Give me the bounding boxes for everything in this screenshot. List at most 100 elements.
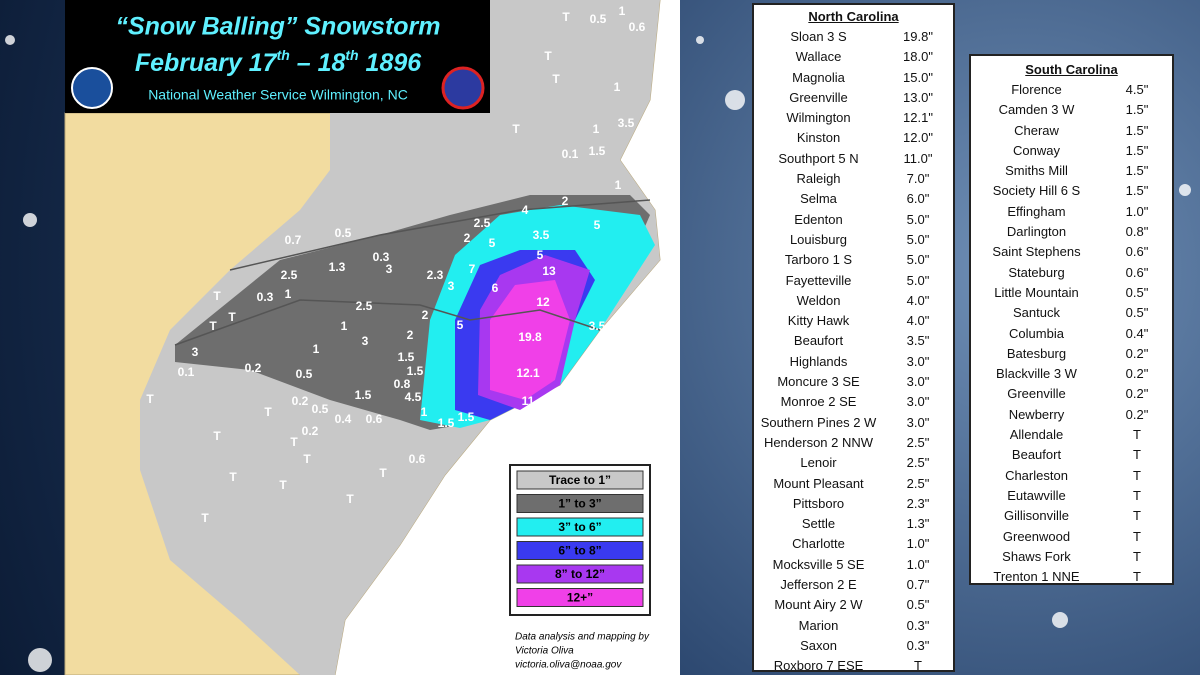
station-name: Saxon bbox=[800, 637, 837, 653]
noaa-logo bbox=[71, 67, 113, 109]
station-name: Wilmington bbox=[786, 110, 851, 126]
map-label: 0.7 bbox=[285, 233, 302, 247]
table-row: Eutawville T bbox=[971, 486, 1172, 506]
snow-total: 2.5" bbox=[906, 434, 930, 450]
station-name: Sloan 3 S bbox=[790, 29, 847, 44]
map-label: 1 bbox=[285, 287, 292, 301]
station-name: Southern Pines 2 W bbox=[760, 414, 877, 430]
map-label: 2 bbox=[562, 194, 569, 208]
map-label: 7 bbox=[469, 262, 476, 276]
station-name: Allendale bbox=[1009, 427, 1064, 443]
snow-total: 3.0" bbox=[906, 353, 930, 369]
date-part: 1896 bbox=[359, 49, 423, 77]
map-label: 3.5 bbox=[589, 319, 606, 333]
snow-total: 0.6" bbox=[1125, 264, 1149, 280]
map-label: 1 bbox=[313, 342, 320, 356]
table-row: Saint Stephens 0.6" bbox=[971, 242, 1172, 262]
snow-total: T bbox=[914, 658, 922, 674]
map-label: T bbox=[228, 310, 236, 324]
date: February 17th – 18th 1896 bbox=[135, 47, 422, 77]
map-label: T bbox=[512, 122, 520, 136]
snow-total: 5.0" bbox=[906, 272, 930, 288]
table-row: Society Hill 6 S 1.5" bbox=[971, 181, 1172, 201]
station-name: Conway bbox=[1013, 142, 1060, 158]
table-row: Jefferson 2 E 0.7" bbox=[754, 575, 953, 595]
snow-total: 0.4" bbox=[1125, 325, 1149, 341]
table-row: Highlands 3.0" bbox=[754, 352, 953, 372]
table-row: Cheraw 1.5" bbox=[971, 121, 1172, 141]
snow-total: 0.6" bbox=[1125, 244, 1149, 260]
map-label: T bbox=[552, 72, 560, 86]
map-label: 4.5 bbox=[405, 390, 422, 404]
map-label: 2 bbox=[422, 308, 429, 322]
snow-total: 1.0" bbox=[1125, 203, 1149, 219]
table-row: Little Mountain 0.5" bbox=[971, 283, 1172, 303]
table-row: Charleston T bbox=[971, 466, 1172, 486]
table-row: Batesburg 0.2" bbox=[971, 344, 1172, 364]
table-row: Greenville 13.0" bbox=[754, 88, 953, 108]
map-label: T bbox=[213, 429, 221, 443]
map-label: 19.8 bbox=[518, 330, 542, 344]
header-box bbox=[65, 0, 490, 113]
table-row: Wallace 18.0" bbox=[754, 47, 953, 67]
table-row: Saxon 0.3" bbox=[754, 636, 953, 656]
legend-label: 12+” bbox=[567, 591, 593, 605]
table-row: Charlotte 1.0" bbox=[754, 534, 953, 554]
snow-total: 1.3" bbox=[906, 516, 930, 532]
table-row: Columbia 0.4" bbox=[971, 324, 1172, 344]
legend-label: 1” to 3” bbox=[558, 497, 601, 511]
station-name: Monroe 2 SE bbox=[780, 394, 857, 410]
table-row: Southern Pines 2 W 3.0" bbox=[754, 413, 953, 433]
station-name: Mocksville 5 SE bbox=[772, 556, 865, 572]
station-name: Trenton 1 NNE bbox=[993, 569, 1080, 585]
table-row: Allendale T bbox=[971, 425, 1172, 445]
map-label: T bbox=[229, 470, 237, 484]
map-label: 1.5 bbox=[458, 410, 475, 424]
map-label: 5 bbox=[537, 248, 544, 262]
snow-total: 0.3" bbox=[906, 637, 930, 653]
station-name: Selma bbox=[800, 191, 837, 207]
snow-total: 3.0" bbox=[906, 394, 930, 410]
map-label: 1.5 bbox=[355, 388, 372, 402]
table-row: Kinston 12.0" bbox=[754, 128, 953, 148]
table-row: Kitty Hawk 4.0" bbox=[754, 311, 953, 331]
station-name: Darlington bbox=[1006, 224, 1067, 240]
map-label: 1.3 bbox=[329, 260, 346, 274]
station-name: Weldon bbox=[796, 292, 841, 308]
snow-total: 5.0" bbox=[906, 211, 930, 227]
station-name: Wallace bbox=[795, 49, 842, 65]
map-label: 0.2 bbox=[302, 424, 319, 438]
table-title: South Carolina bbox=[1025, 62, 1118, 77]
table-row: Effingham 1.0" bbox=[971, 202, 1172, 222]
station-name: Roxboro 7 ESE bbox=[773, 658, 864, 674]
snow-total: 0.2" bbox=[1125, 345, 1149, 361]
table-row: Moncure 3 SE 3.0" bbox=[754, 372, 953, 392]
table-row: Beaufort 3.5" bbox=[754, 331, 953, 351]
map-label: 12.1 bbox=[516, 366, 540, 380]
snow-total: 0.3" bbox=[906, 617, 930, 633]
station-name: Smiths Mill bbox=[1005, 163, 1068, 179]
legend-swatch bbox=[516, 517, 644, 537]
map-label: T bbox=[544, 49, 552, 63]
station-name: Settle bbox=[801, 516, 836, 532]
snow-total: 0.2" bbox=[1125, 366, 1149, 382]
station-name: Little Mountain bbox=[994, 284, 1079, 300]
table-row: Fayetteville 5.0" bbox=[754, 271, 953, 291]
map-label: 0.5 bbox=[590, 12, 607, 26]
credit: Victoria Oliva bbox=[515, 646, 574, 657]
station-name: Greenville bbox=[1007, 386, 1066, 402]
map-label: T bbox=[303, 452, 311, 466]
date-part: February 17 bbox=[135, 49, 278, 77]
station-name: Edenton bbox=[794, 211, 843, 227]
map-label: 0.5 bbox=[296, 367, 313, 381]
map-label: T bbox=[209, 319, 217, 333]
map-label: 1 bbox=[421, 405, 428, 419]
map-label: T bbox=[279, 478, 287, 492]
snow-total: 0.2" bbox=[1125, 406, 1149, 422]
station-name: Camden 3 W bbox=[998, 102, 1075, 118]
map-label: 0.4 bbox=[335, 412, 352, 426]
table-title: North Carolina bbox=[808, 9, 899, 24]
state-border bbox=[229, 199, 651, 271]
map-label: 0.5 bbox=[312, 402, 329, 416]
